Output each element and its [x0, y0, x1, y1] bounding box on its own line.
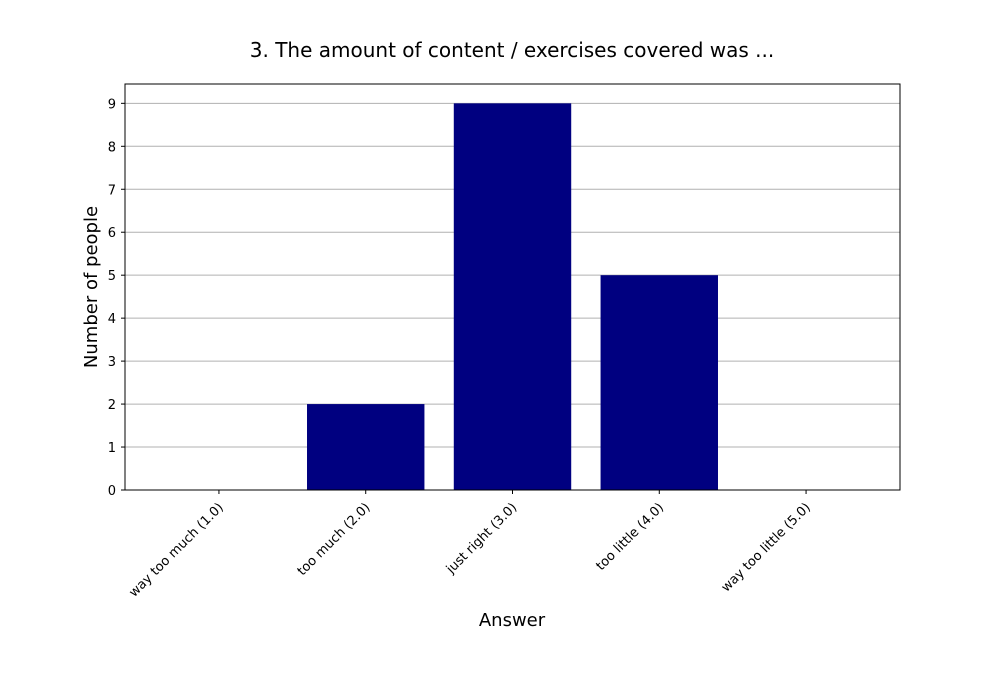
- y-axis-label: Number of people: [81, 206, 102, 368]
- y-tick-label: 6: [108, 226, 116, 241]
- x-tick-label: too much (2.0): [295, 500, 374, 579]
- y-axis-ticks: 0 1 2 3 4 5 6 7 8 9: [108, 97, 125, 499]
- x-tick-label: way too much (1.0): [126, 500, 226, 600]
- x-tick-label: too little (4.0): [593, 500, 667, 574]
- bar: [600, 275, 718, 490]
- chart-title: 3. The amount of content / exercises cov…: [250, 38, 774, 62]
- y-tick-label: 7: [108, 183, 116, 198]
- bar: [453, 103, 572, 490]
- y-tick-label: 8: [108, 140, 116, 155]
- x-tick-label: just right (3.0): [443, 500, 520, 577]
- bars: [307, 103, 718, 490]
- x-tick-label: way too little (5.0): [719, 500, 814, 595]
- y-tick-label: 1: [108, 441, 116, 456]
- y-tick-label: 3: [108, 355, 116, 370]
- bar: [307, 404, 425, 490]
- y-tick-label: 4: [108, 312, 116, 327]
- y-tick-label: 5: [108, 269, 116, 284]
- y-tick-label: 9: [108, 97, 116, 112]
- x-axis-label: Answer: [479, 610, 546, 631]
- y-tick-label: 0: [108, 484, 116, 499]
- x-axis-ticks: way too much (1.0) too much (2.0) just rig…: [126, 490, 814, 600]
- y-tick-label: 2: [108, 398, 116, 413]
